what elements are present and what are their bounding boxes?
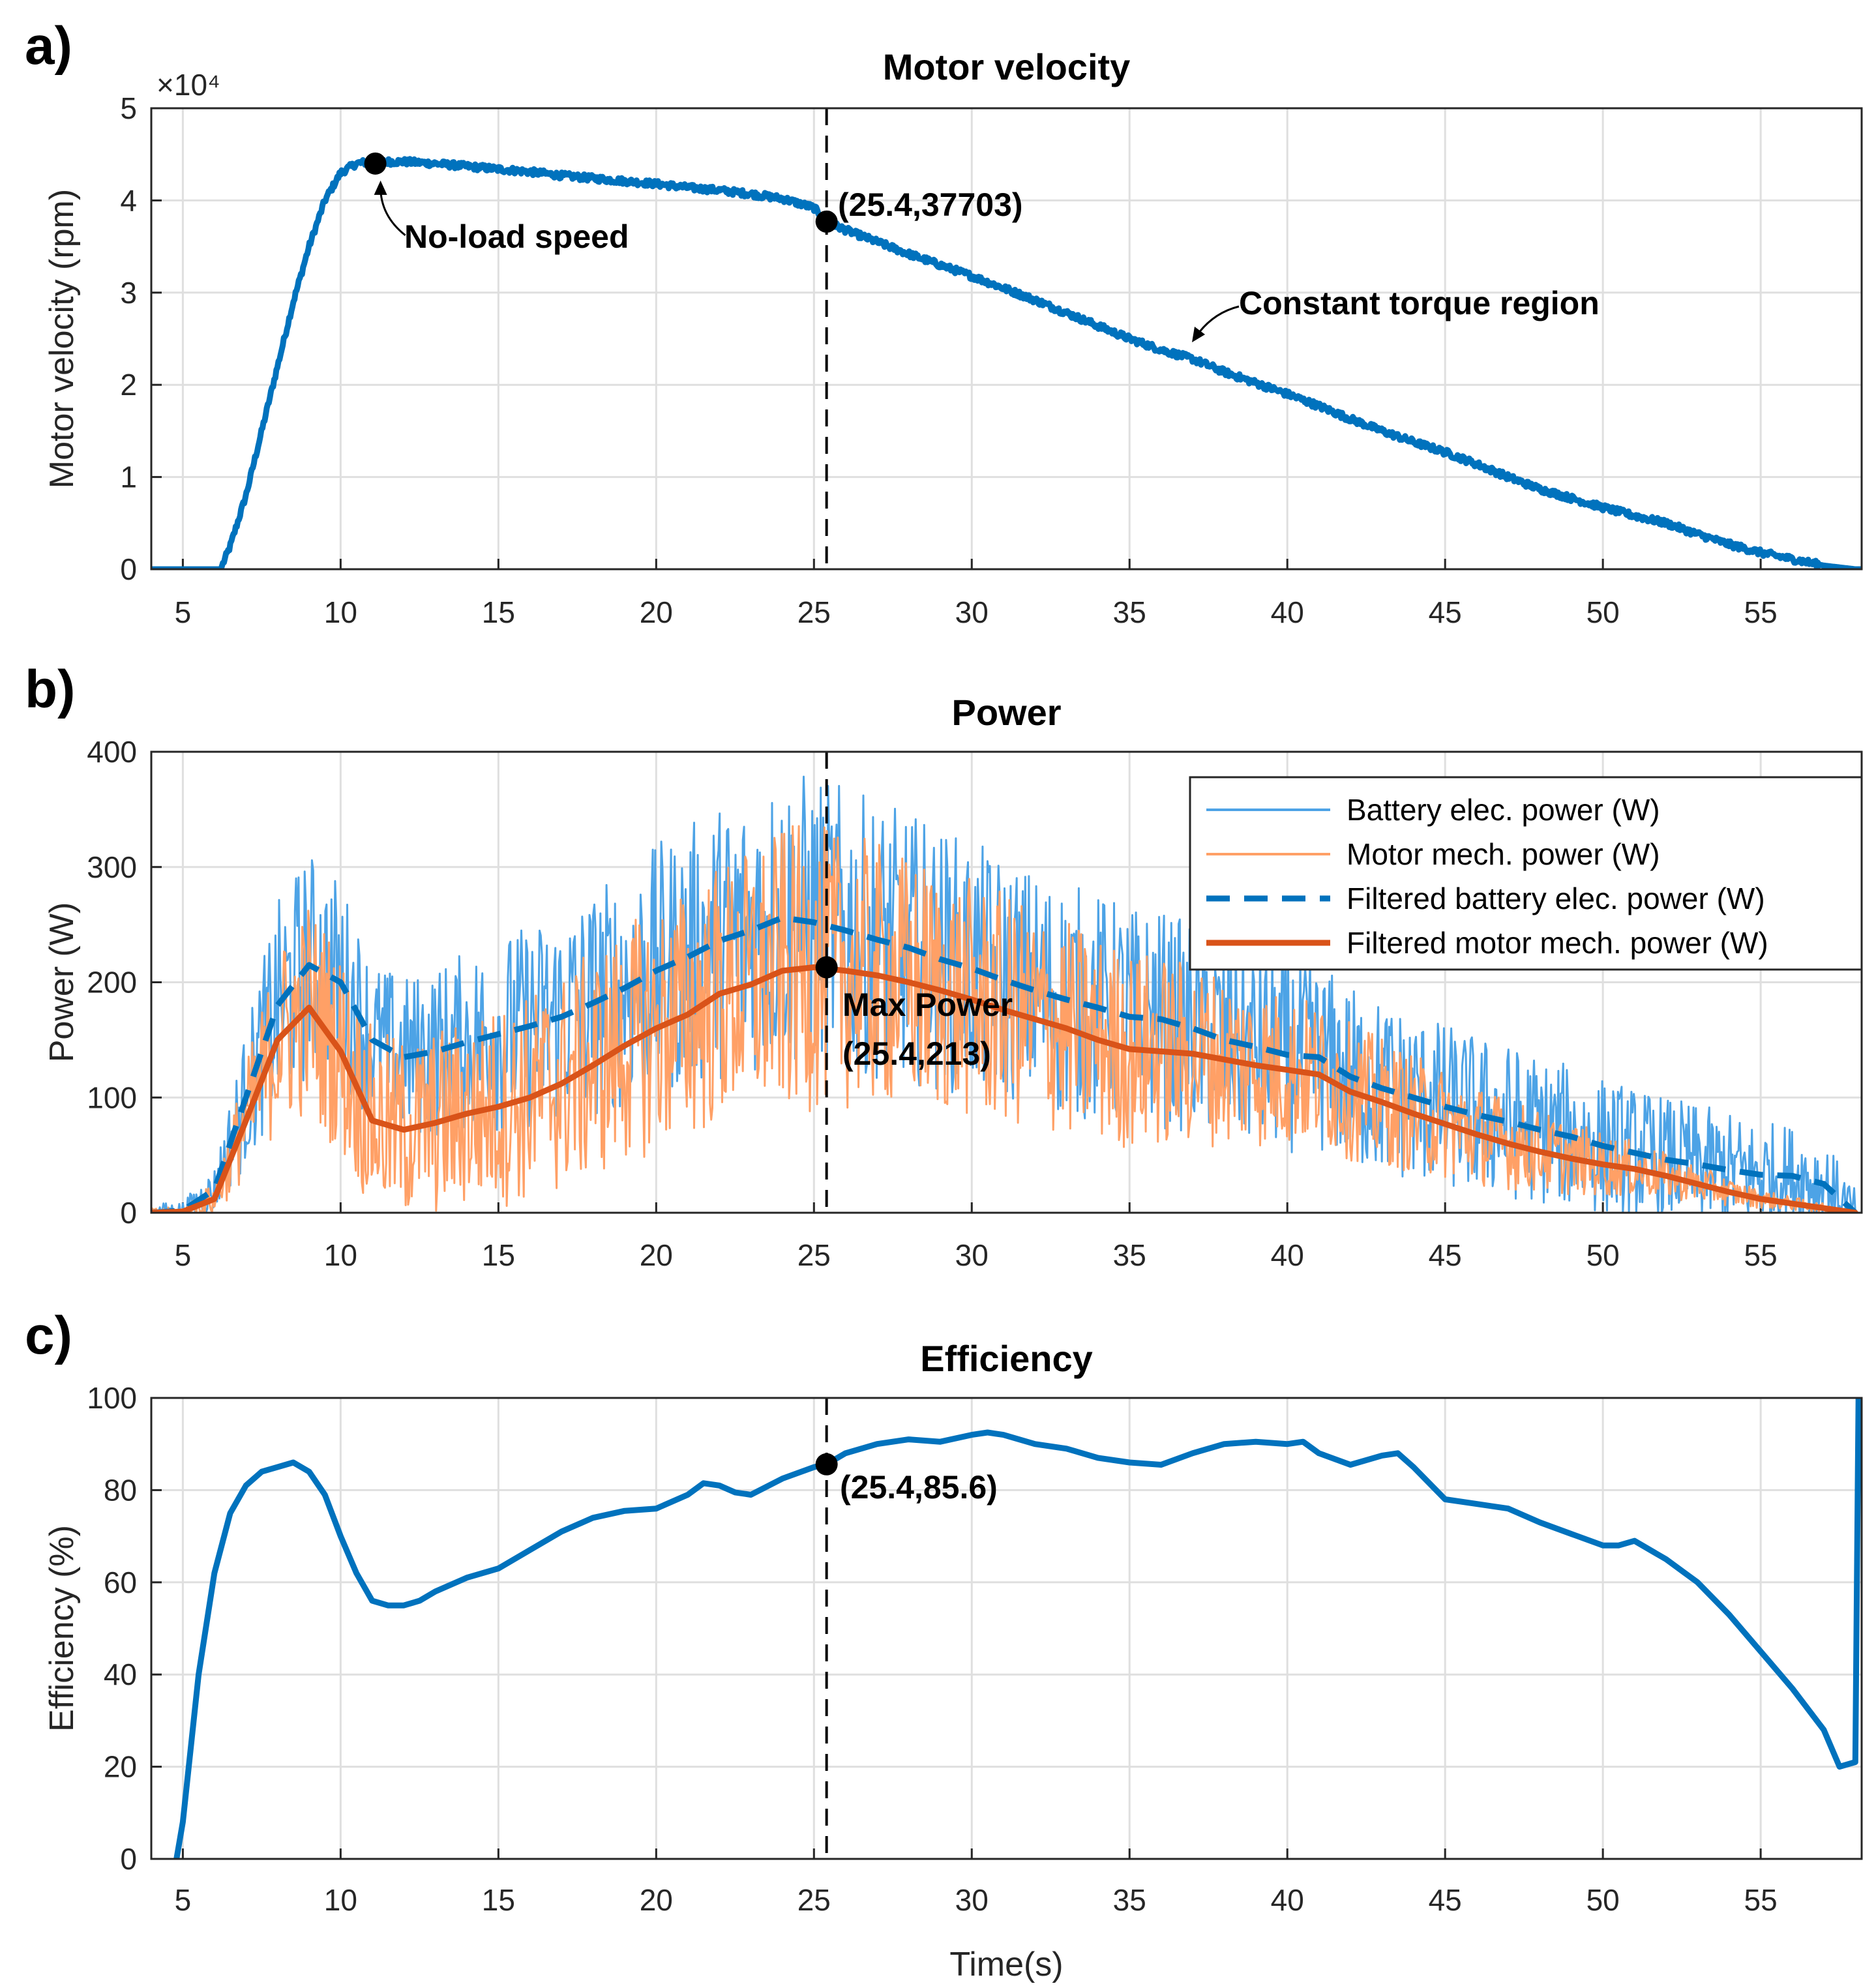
panel-label: a): [25, 16, 72, 76]
marker-efficiency: [815, 1453, 838, 1476]
annotation-coords: (25.4,37703): [838, 186, 1023, 223]
y-tick-label: 5: [120, 91, 137, 125]
x-tick-label: 30: [955, 1883, 989, 1917]
y-tick-label: 2: [120, 368, 137, 402]
x-tick-label: 55: [1744, 1883, 1778, 1917]
series-line-4: [151, 964, 1858, 1213]
x-tick-label: 20: [640, 1238, 673, 1272]
x-tick-label: 45: [1429, 1883, 1462, 1917]
marker-25-4: [815, 210, 838, 233]
x-tick-label: 40: [1271, 1883, 1304, 1917]
legend-entry: Filtered motor mech. power (W): [1347, 926, 1768, 960]
marker-max-power: [815, 956, 838, 979]
y-tick-label: 1: [120, 460, 137, 494]
series-line-1: [173, 1398, 1862, 1859]
x-tick-label: 50: [1586, 1238, 1620, 1272]
y-tick-label: 80: [104, 1473, 137, 1507]
x-tick-label: 5: [175, 1883, 192, 1917]
annotation-max-power: Max Power: [842, 987, 1013, 1023]
y-tick-label: 20: [104, 1750, 137, 1784]
arrow-line: [1195, 305, 1240, 336]
x-tick-label: 30: [955, 595, 989, 629]
annotation-constant-torque: Constant torque region: [1239, 285, 1600, 321]
panel-3: 5 10 15 20 25 30 35 40 45 50 55 0 20 40 60 80 100 Efficie…: [25, 1306, 1863, 1983]
x-tick-label: 40: [1271, 595, 1304, 629]
y-tick-label: 100: [87, 1381, 137, 1415]
plot-area: [173, 1398, 1862, 1859]
x-tick-label: 5: [175, 1238, 192, 1272]
axis-box: [150, 107, 1863, 571]
annotation-efficiency-coords: (25.4,85.6): [840, 1469, 998, 1506]
y-tick-label: 200: [87, 966, 137, 1000]
x-tick-label: 45: [1429, 595, 1462, 629]
y-exponent-label: ×10⁴: [156, 68, 220, 102]
x-tick-label: 25: [797, 595, 831, 629]
arrow-head: [374, 180, 387, 195]
x-tick-label: 5: [175, 595, 192, 629]
x-tick-label: 55: [1744, 595, 1778, 629]
y-axis-label: Power (W): [43, 902, 81, 1063]
grid: [151, 1398, 1862, 1859]
panel-2: 5 10 15 20 25 30 35 40 45 50 55 0 100 200 300 400 Power b…: [25, 660, 1863, 1272]
x-tick-label: 15: [482, 595, 515, 629]
series-line-2: [151, 825, 1856, 1213]
chart-title: Efficiency: [920, 1338, 1093, 1379]
legend-entry: Battery elec. power (W): [1347, 793, 1660, 827]
x-tick-label: 35: [1113, 595, 1146, 629]
legend-entry: Filtered battery elec. power (W): [1347, 882, 1765, 915]
series-line-1: [151, 155, 1862, 569]
y-axis-label: Motor velocity (rpm): [43, 189, 81, 488]
y-tick-label: 4: [120, 183, 137, 217]
y-tick-label: 100: [87, 1080, 137, 1114]
plot-area: [151, 155, 1862, 569]
x-tick-label: 50: [1586, 1883, 1620, 1917]
y-tick-label: 0: [120, 1842, 137, 1876]
legend: Battery elec. power (W) Motor mech. power…: [1189, 776, 1863, 971]
annotation-no-load-speed: No-load speed: [404, 218, 629, 255]
legend-entry: Motor mech. power (W): [1347, 837, 1660, 871]
x-tick-label: 30: [955, 1238, 989, 1272]
x-tick-label: 25: [797, 1883, 831, 1917]
y-tick-label: 300: [87, 850, 137, 884]
x-tick-label: 20: [640, 1883, 673, 1917]
x-tick-label: 10: [324, 1883, 357, 1917]
x-tick-label: 10: [324, 595, 357, 629]
x-tick-label: 10: [324, 1238, 357, 1272]
axis-box: [150, 750, 1863, 1214]
x-tick-label: 55: [1744, 1238, 1778, 1272]
x-tick-label: 45: [1429, 1238, 1462, 1272]
y-tick-label: 0: [120, 1196, 137, 1230]
x-axis-label: Time(s): [949, 1946, 1063, 1983]
x-tick-label: 35: [1113, 1883, 1146, 1917]
x-tick-label: 15: [482, 1238, 515, 1272]
annotation-max-power-coords: (25.4,213): [842, 1035, 991, 1072]
x-tick-label: 20: [640, 595, 673, 629]
x-tick-label: 25: [797, 1238, 831, 1272]
series-line-3: [151, 915, 1858, 1213]
y-tick-label: 60: [104, 1565, 137, 1599]
arrow-head: [1192, 327, 1205, 342]
chart-title: Power: [951, 692, 1061, 733]
x-tick-label: 40: [1271, 1238, 1304, 1272]
chart-title: Motor velocity: [883, 46, 1131, 87]
y-axis-label: Efficiency (%): [43, 1525, 81, 1732]
panel-label: b): [25, 660, 75, 719]
x-tick-label: 35: [1113, 1238, 1146, 1272]
y-tick-label: 400: [87, 735, 137, 769]
panel-label: c): [25, 1306, 72, 1365]
axis-box: [150, 1397, 1863, 1860]
x-tick-label: 15: [482, 1883, 515, 1917]
y-tick-label: 40: [104, 1657, 137, 1691]
grid: [151, 108, 1862, 569]
marker-no-load: [364, 152, 387, 175]
plot-area: [151, 775, 1858, 1213]
x-tick-label: 50: [1586, 595, 1620, 629]
y-tick-label: 3: [120, 276, 137, 310]
y-tick-label: 0: [120, 552, 137, 586]
